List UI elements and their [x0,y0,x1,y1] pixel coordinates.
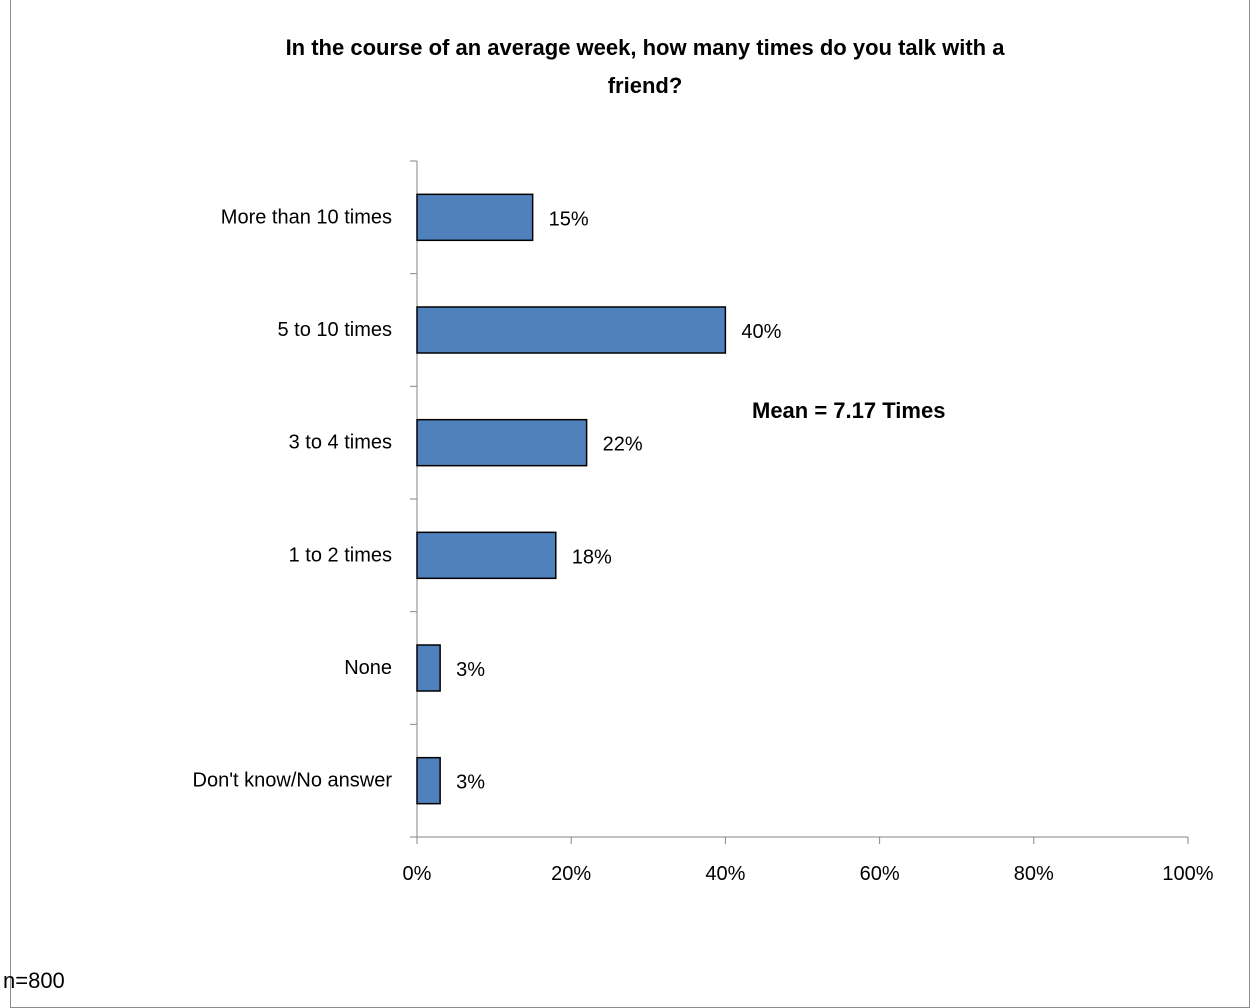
x-tick-label: 20% [551,863,591,885]
category-label: Don't know/No answer [193,770,393,792]
x-tick-label: 60% [860,863,900,885]
bar [416,644,441,692]
bar [416,756,441,805]
plot-area: 0% 20% 40% 60% 80% 100% More than 10 times 15% 5… [193,160,1214,885]
mean-annotation: Mean = 7.17 Times [752,398,945,423]
category-label: 5 to 10 times [277,319,392,341]
data-label: 15% [549,208,589,230]
chart-frame [10,0,1250,1008]
category-label: None [344,657,392,679]
bar [416,193,534,242]
x-tick-label: 80% [1014,863,1054,885]
data-label: 3% [456,772,485,794]
data-label: 3% [456,659,485,681]
bar [416,531,557,580]
data-label: 22% [603,434,643,456]
chart-title-line-2: friend? [608,73,683,98]
category-label: More than 10 times [221,206,392,228]
x-tick-label: 0% [403,863,432,885]
sample-size-note: n=800 [3,968,65,993]
category-label: 1 to 2 times [289,544,392,566]
category-label: 3 to 4 times [289,432,392,454]
data-label: 18% [572,546,612,568]
x-tick-label: 100% [1162,863,1213,885]
bar [416,418,588,467]
x-tick-label: 40% [705,863,745,885]
chart-title-line-1: In the course of an average week, how ma… [286,35,1006,60]
data-label: 40% [741,321,781,343]
bar [416,306,727,354]
